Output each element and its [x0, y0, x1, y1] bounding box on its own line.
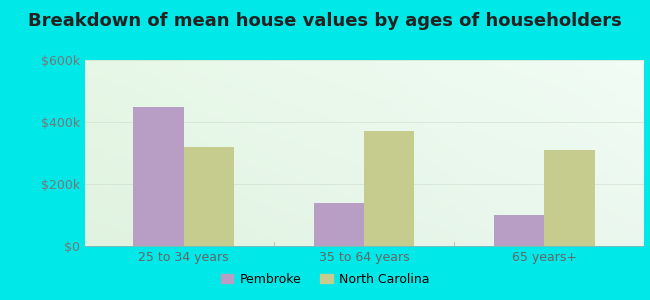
- Bar: [544, 150, 595, 246]
- Text: Breakdown of mean house values by ages of householders: Breakdown of mean house values by ages o…: [28, 12, 622, 30]
- Bar: [313, 202, 364, 246]
- Bar: [494, 215, 544, 246]
- Bar: [364, 131, 415, 246]
- Legend: Pembroke, North Carolina: Pembroke, North Carolina: [216, 268, 434, 291]
- Bar: [184, 147, 234, 246]
- Bar: [133, 106, 184, 246]
